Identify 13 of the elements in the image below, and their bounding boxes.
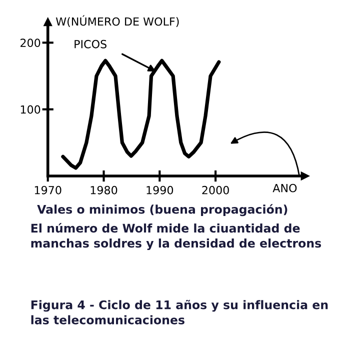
x-tick-label: 2000 [202,186,229,194]
x-tick-label: 1980 [90,186,118,194]
y-tick-label: 200 [20,38,40,48]
y-axis-title: W(NÚMERO DE WOLF) [56,15,179,28]
x-axis-title: ANO [272,184,297,192]
x-tick-label: 1970 [34,186,62,194]
text: Figura 4 - Ciclo de 11 años y su influencia en las telecomunicaciones [31,300,328,324]
line-series [61,58,221,170]
text: Vales o minimos (buena propagación) [37,204,288,216]
text: El número de Wolf mide la ciuantidad de manchas soldres y la densidad de electrons [31,223,322,250]
y-tick-label: 100 [20,105,40,114]
annotation: PICOS [74,40,106,48]
x-tick-label: 1990 [146,186,174,194]
